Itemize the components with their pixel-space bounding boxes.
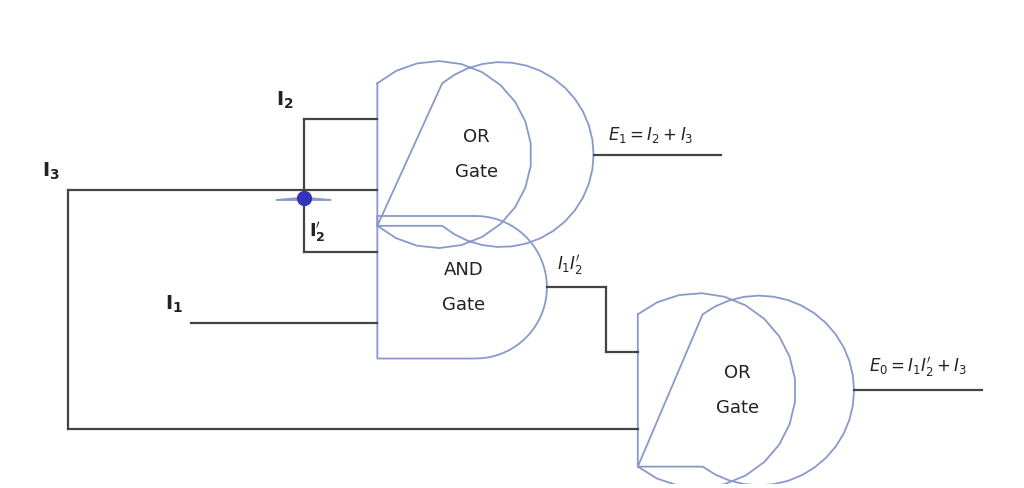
Text: $E_1 = I_2 + I_3$: $E_1 = I_2 + I_3$ — [608, 125, 693, 145]
Text: $E_0 = I_1 I_2' + I_3$: $E_0 = I_1 I_2' + I_3$ — [868, 355, 967, 379]
Text: $\mathbf{I_2}$: $\mathbf{I_2}$ — [276, 90, 294, 111]
Text: OR: OR — [464, 128, 490, 146]
Text: AND: AND — [444, 261, 483, 279]
Text: Gate: Gate — [456, 163, 499, 181]
Text: $I_1I_2'$: $I_1I_2'$ — [557, 253, 583, 277]
Text: OR: OR — [724, 364, 751, 382]
Text: $\mathbf{I_3}$: $\mathbf{I_3}$ — [42, 161, 59, 183]
Text: $\mathbf{I_1}$: $\mathbf{I_1}$ — [165, 294, 182, 315]
Text: Gate: Gate — [442, 296, 485, 314]
Text: Gate: Gate — [716, 399, 759, 417]
Text: $\mathbf{I_2'}$: $\mathbf{I_2'}$ — [308, 220, 326, 244]
